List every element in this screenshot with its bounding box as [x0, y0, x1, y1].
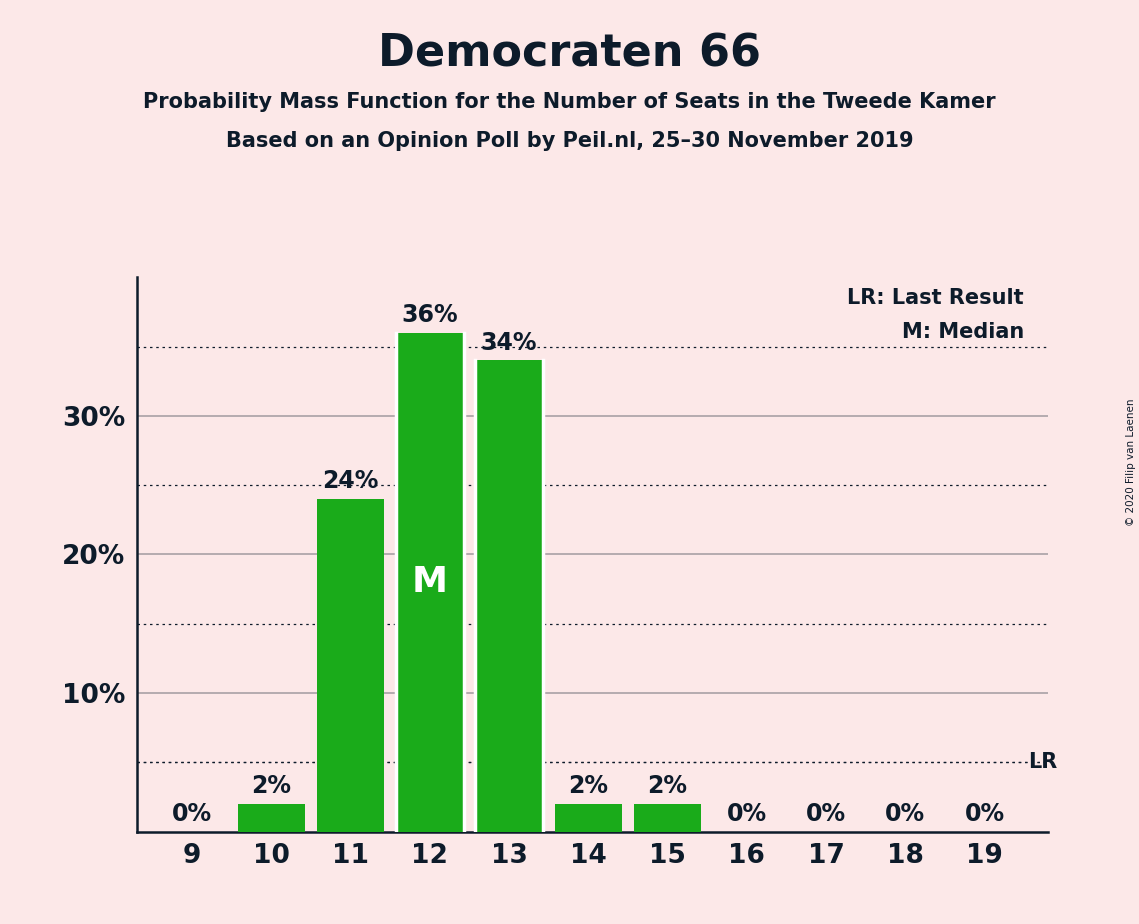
- Text: Probability Mass Function for the Number of Seats in the Tweede Kamer: Probability Mass Function for the Number…: [144, 92, 995, 113]
- Text: 0%: 0%: [806, 802, 846, 826]
- Text: Based on an Opinion Poll by Peil.nl, 25–30 November 2019: Based on an Opinion Poll by Peil.nl, 25–…: [226, 131, 913, 152]
- Text: 34%: 34%: [481, 331, 538, 355]
- Bar: [475, 360, 543, 832]
- Text: 0%: 0%: [727, 802, 767, 826]
- Text: 0%: 0%: [965, 802, 1005, 826]
- Text: Democraten 66: Democraten 66: [378, 32, 761, 76]
- Text: 2%: 2%: [568, 774, 608, 798]
- Text: 24%: 24%: [322, 469, 379, 493]
- Bar: [396, 333, 464, 832]
- Bar: [555, 804, 622, 832]
- Bar: [238, 804, 305, 832]
- Text: M: Median: M: Median: [902, 322, 1024, 342]
- Text: LR: Last Result: LR: Last Result: [847, 288, 1024, 309]
- Text: 0%: 0%: [172, 802, 212, 826]
- Text: M: M: [412, 565, 448, 599]
- Text: LR: LR: [1029, 752, 1057, 772]
- Text: 2%: 2%: [648, 774, 688, 798]
- Text: © 2020 Filip van Laenen: © 2020 Filip van Laenen: [1126, 398, 1136, 526]
- Text: 36%: 36%: [402, 303, 458, 327]
- Text: 2%: 2%: [252, 774, 292, 798]
- Text: 0%: 0%: [885, 802, 925, 826]
- Bar: [634, 804, 702, 832]
- Bar: [317, 499, 384, 832]
